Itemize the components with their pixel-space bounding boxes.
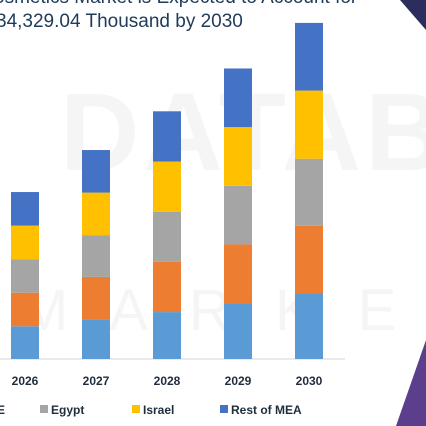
legend-label-3: Rest of MEA bbox=[231, 403, 302, 417]
legend-label-0: E bbox=[0, 403, 5, 417]
bar-segment-2027-series-4 bbox=[82, 150, 110, 193]
bar-segment-2030-series-2 bbox=[295, 158, 323, 226]
legend-swatch-1 bbox=[40, 405, 48, 413]
bar-segment-2028-series-1 bbox=[153, 261, 181, 313]
legend-swatch-3 bbox=[220, 405, 228, 413]
bar-segment-2030-series-1 bbox=[295, 225, 323, 294]
bar-segment-2026-series-3 bbox=[11, 225, 39, 260]
bar-segment-2026-series-0 bbox=[11, 326, 39, 359]
legend: E Egypt Israel Rest of MEA bbox=[0, 403, 302, 417]
bar-segment-2026-series-4 bbox=[11, 192, 39, 226]
bar-segment-2029-series-2 bbox=[224, 185, 252, 245]
bar-segment-2030-series-0 bbox=[295, 293, 323, 359]
corner-decoration-bottom bbox=[396, 340, 426, 426]
x-tick-label-2029: 2029 bbox=[225, 374, 252, 388]
x-tick-label-2027: 2027 bbox=[83, 374, 110, 388]
bar-segment-2029-series-3 bbox=[224, 127, 252, 186]
bar-segment-2027-series-2 bbox=[82, 235, 110, 277]
bar-segment-2029-series-0 bbox=[224, 303, 252, 359]
bar-segment-2026-series-2 bbox=[11, 259, 39, 293]
bar-segment-2026-series-1 bbox=[11, 292, 39, 327]
legend-label-1: Egypt bbox=[51, 403, 84, 417]
bar-segment-2028-series-2 bbox=[153, 211, 181, 262]
bar-segment-2030-series-3 bbox=[295, 90, 323, 159]
bars-group bbox=[11, 22, 323, 359]
bar-segment-2027-series-0 bbox=[82, 319, 110, 359]
bar-segment-2028-series-0 bbox=[153, 312, 181, 359]
x-tick-label-2030: 2030 bbox=[296, 374, 323, 388]
bar-segment-2028-series-4 bbox=[153, 111, 181, 162]
bar-segment-2029-series-4 bbox=[224, 68, 252, 128]
legend-swatch-2 bbox=[132, 405, 140, 413]
x-tick-label-2028: 2028 bbox=[154, 374, 181, 388]
watermark-line2: M A R K E T R E bbox=[20, 278, 426, 343]
bar-segment-2030-series-4 bbox=[295, 22, 323, 91]
x-tick-label-2026: 2026 bbox=[12, 374, 39, 388]
legend-label-2: Israel bbox=[143, 403, 174, 417]
bar-segment-2029-series-1 bbox=[224, 244, 252, 304]
x-tick-labels: 2026 2027 2028 2029 2030 bbox=[12, 374, 323, 388]
chart-title-fragment: osmetics Market is Expected to Account f… bbox=[0, 0, 358, 8]
bar-segment-2027-series-3 bbox=[82, 192, 110, 236]
bar-segment-2027-series-1 bbox=[82, 276, 110, 320]
chart-subtitle: 34,329.04 Thousand by 2030 bbox=[0, 11, 243, 32]
bar-segment-2028-series-3 bbox=[153, 161, 181, 212]
corner-decoration-top bbox=[400, 0, 426, 30]
